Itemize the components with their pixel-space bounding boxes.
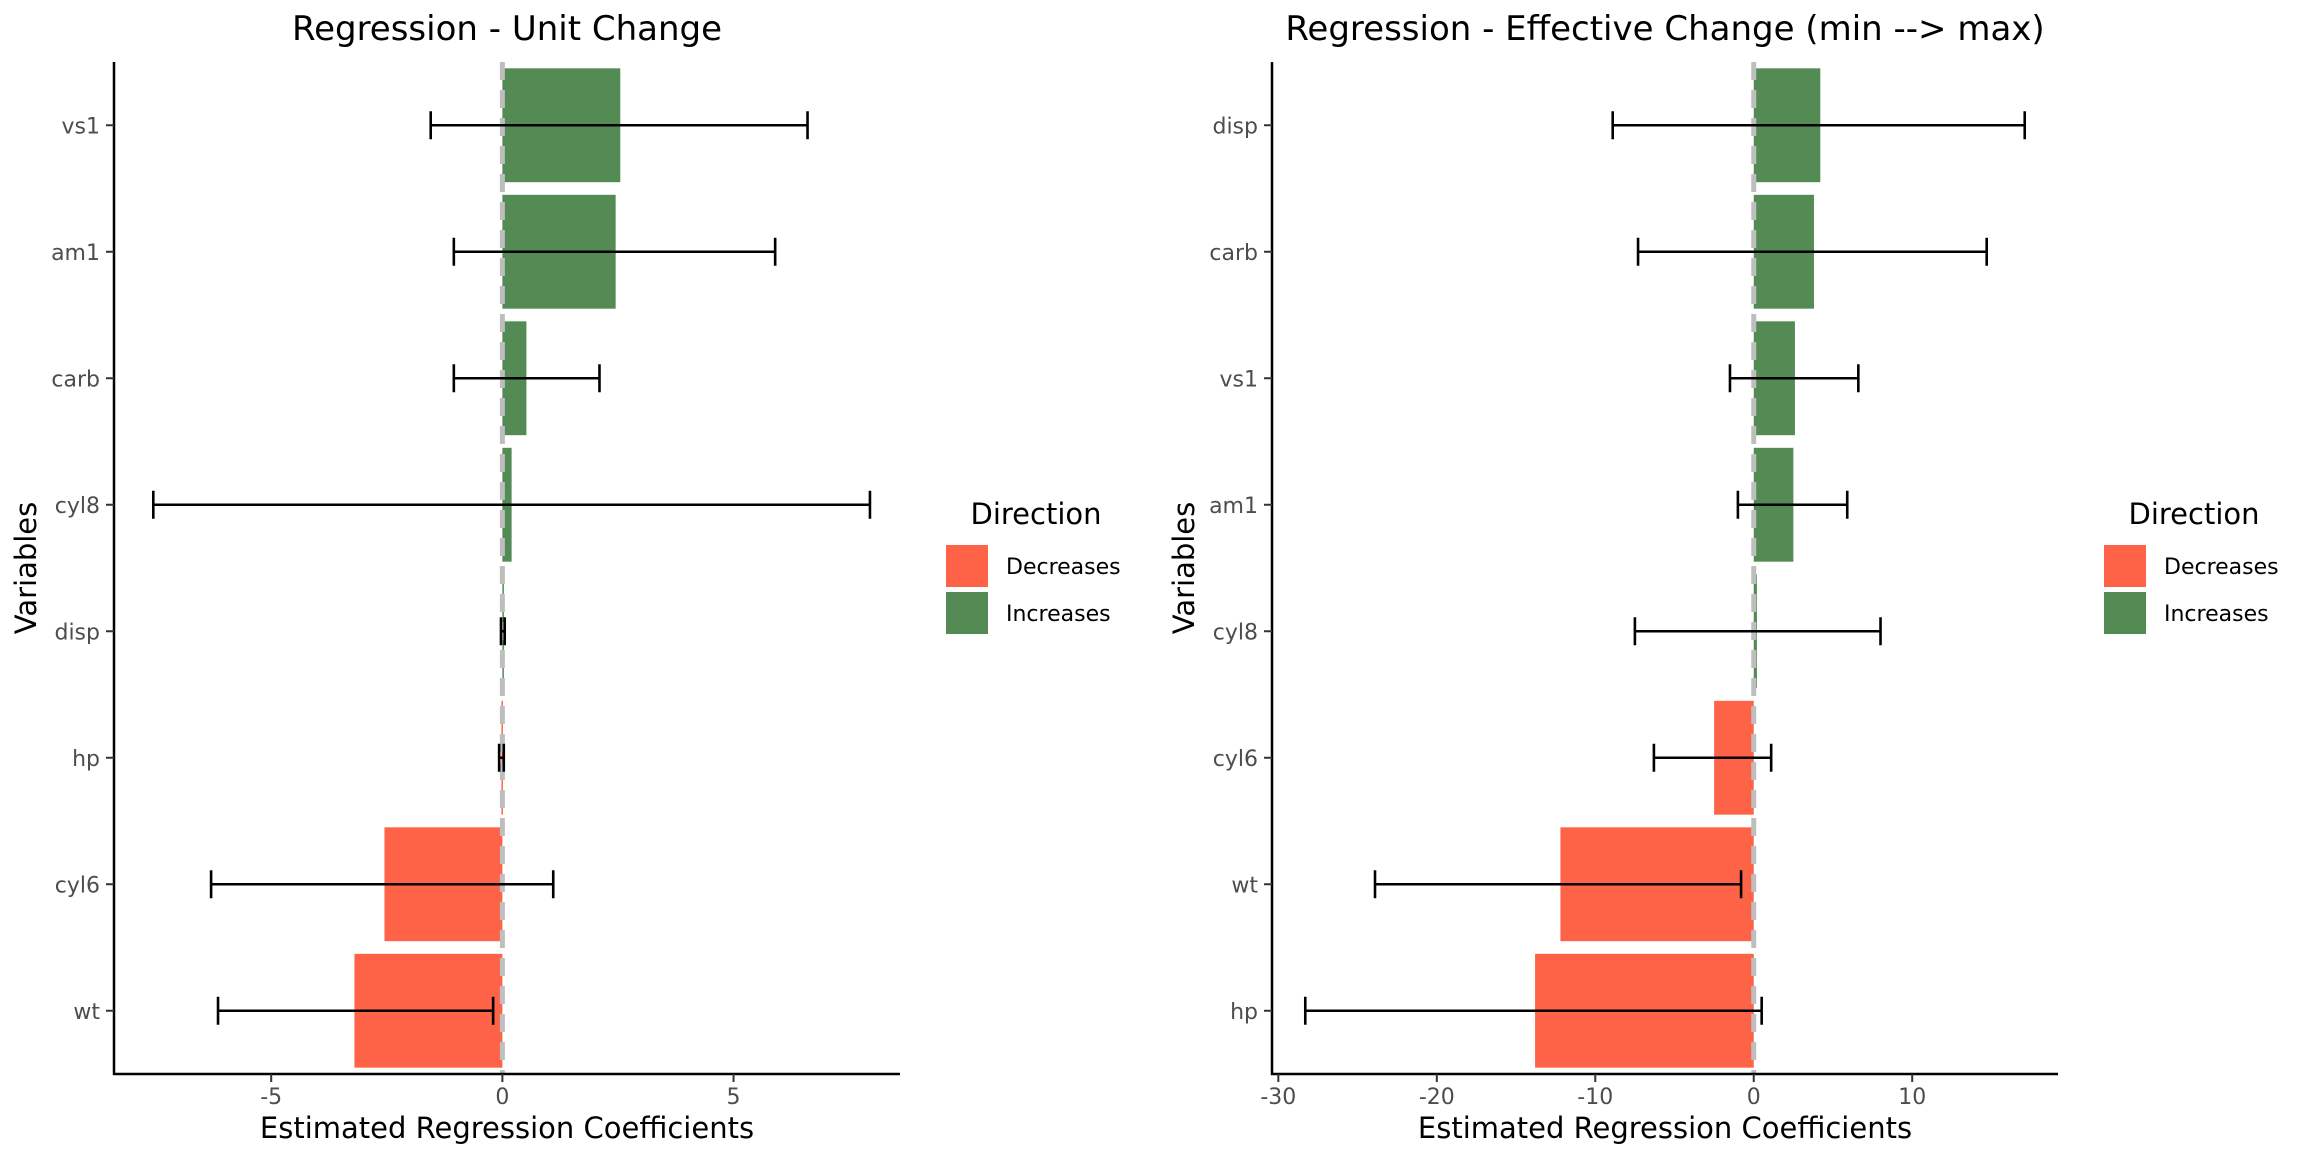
error-bar-cyl8 [1633,617,1882,646]
error-bar-vs1 [1728,364,1860,393]
legend-key-increases [2104,592,2146,634]
error-bar-wt [216,996,495,1025]
error-bar-carb [1636,237,1988,266]
legend-title: Direction [2128,497,2259,531]
x-tick-label: -30 [1260,1085,1296,1110]
error-bar-cyl6 [209,870,555,899]
chart-title: Regression - Unit Change [292,9,722,49]
y-tick-label-carb: carb [51,367,100,392]
x-tick-label: -5 [260,1085,282,1110]
chart-panel-1: Regression - Unit Change vs1 am1 carb cyl8 di… [9,9,1121,1145]
x-tick-label: -20 [1419,1085,1455,1110]
error-bar-am1 [452,237,777,266]
y-tick-label-cyl6: cyl6 [1213,747,1258,772]
legend: Direction Decreases Increases [2104,497,2279,634]
x-axis-title: Estimated Regression Coefficients [260,1111,754,1145]
legend-label-increases: Increases [2164,602,2269,627]
x-tick-label: 10 [1898,1085,1926,1110]
legend-title: Direction [970,497,1101,531]
error-bar-wt [1373,870,1743,899]
error-bar-am1 [1736,490,1849,519]
y-tick-label-vs1: vs1 [1220,367,1258,392]
y-tick-label-vs1: vs1 [62,114,100,139]
y-tick-label-am1: am1 [1209,494,1258,519]
x-tick-label: 5 [727,1085,741,1110]
error-bar-disp [499,617,506,646]
x-axis-title: Estimated Regression Coefficients [1418,1111,1912,1145]
legend-label-decreases: Decreases [2164,555,2279,580]
error-bar-carb [452,364,601,393]
error-bar-cyl6 [1652,743,1773,772]
error-bar-disp [1611,111,2027,140]
y-tick-label-disp: disp [1212,114,1258,139]
legend-label-decreases: Decreases [1006,555,1121,580]
y-tick-label-hp: hp [1230,1000,1258,1025]
legend: Direction Decreases Increases [946,497,1121,634]
y-tick-label-cyl8: cyl8 [55,494,100,519]
error-bar-cyl8 [152,490,872,519]
y-tick-label-disp: disp [54,620,100,645]
legend-label-increases: Increases [1006,602,1111,627]
y-axis-title: Variables [9,502,43,635]
error-bar-hp [497,743,506,772]
y-tick-label-cyl6: cyl6 [55,873,100,898]
legend-key-decreases [946,545,988,587]
chart-panel-2: Regression - Effective Change (min --> m… [1167,9,2279,1145]
y-tick-label-cyl8: cyl8 [1213,620,1258,645]
y-tick-label-hp: hp [72,747,100,772]
x-tick-label: -10 [1577,1085,1613,1110]
legend-key-decreases [2104,545,2146,587]
error-bar-hp [1303,996,1763,1025]
chart-title: Regression - Effective Change (min --> m… [1285,9,2044,49]
x-tick-label: 0 [1747,1085,1761,1110]
legend-key-increases [946,592,988,634]
y-axis-title: Variables [1167,502,1201,635]
y-tick-label-carb: carb [1209,241,1258,266]
error-bar-vs1 [429,111,809,140]
x-tick-label: 0 [495,1085,509,1110]
y-tick-label-wt: wt [73,1000,100,1025]
y-tick-label-am1: am1 [51,241,100,266]
y-tick-label-wt: wt [1231,873,1258,898]
